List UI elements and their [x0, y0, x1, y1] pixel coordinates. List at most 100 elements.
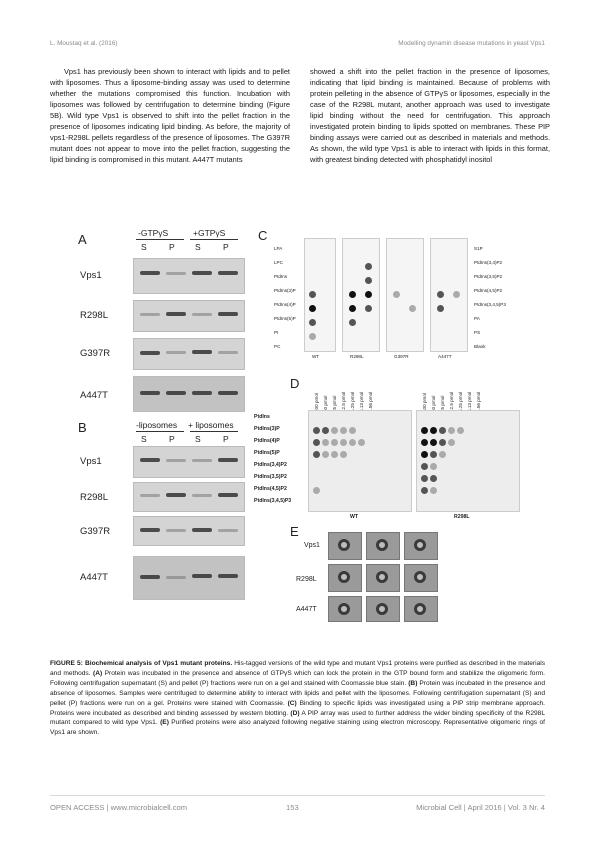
amount-label: 12.5 pmol	[341, 391, 346, 412]
array-label: R298L	[454, 514, 470, 520]
caption-e-label: (E)	[160, 719, 169, 727]
pip-strip-wt	[304, 238, 336, 352]
panel-b-row-label: G397R	[80, 526, 111, 537]
pip-strip-a447t	[430, 238, 468, 352]
amount-label: 6.25 pmol	[350, 391, 355, 412]
amount-label: 1.56 pmol	[368, 391, 373, 412]
em-image	[366, 532, 400, 560]
panel-c-label: C	[258, 228, 268, 243]
amount-label: 1.56 pmol	[476, 391, 481, 412]
footer-journal: Microbial Cell | April 2016 | Vol. 3 Nr.…	[416, 803, 545, 812]
caption-d-text: A PIP array was used to further address …	[50, 709, 545, 727]
gel-blot	[133, 516, 245, 546]
divider	[190, 431, 238, 432]
lipid-label: PtdIns(3,4)P2	[474, 260, 503, 265]
body-column-right: showed a shift into the pellet fraction …	[310, 67, 550, 166]
lane-p: P	[223, 242, 229, 252]
pip-row-label: PtdIns(5)P	[254, 450, 280, 456]
em-image	[328, 532, 362, 560]
body-paragraph: showed a shift into the pellet fraction …	[310, 67, 550, 164]
lane-s: S	[195, 242, 201, 252]
lipid-label: PI	[274, 330, 279, 335]
gel-blot	[133, 338, 245, 370]
lipid-label: LPC	[274, 260, 283, 265]
gel-blot	[133, 556, 245, 600]
lane-s: S	[141, 434, 147, 444]
divider	[190, 239, 238, 240]
pip-strip-g397r	[386, 238, 424, 352]
caption-b-text: Protein was incubated in the presence an…	[50, 679, 545, 707]
panel-b-group1: -liposomes	[136, 420, 178, 430]
lipid-label: S1P	[474, 246, 483, 251]
lane-s: S	[141, 242, 147, 252]
gel-blot	[133, 376, 245, 412]
lipid-label: PS	[474, 330, 481, 335]
caption-c-label: (C)	[287, 699, 297, 707]
running-header-authors: L. Moustaq et al. (2016)	[50, 40, 118, 47]
lane-p: P	[169, 242, 175, 252]
caption-c-text: Binding to specific lipids was investiga…	[50, 699, 545, 717]
panel-a-row-label: R298L	[80, 310, 108, 321]
pip-row-label: PtdIns(3,4,5)P3	[254, 498, 292, 504]
panel-b-label: B	[78, 420, 87, 435]
pip-row-label: PtdIns(3)P	[254, 426, 280, 432]
em-row-label: A447T	[296, 606, 317, 613]
body-column-left: Vps1 has previously been shown to intera…	[50, 67, 290, 166]
amount-label: 3.13 pmol	[359, 391, 364, 412]
panel-b-row-label: R298L	[80, 492, 108, 503]
lipid-label: PtdIns(5)P	[274, 316, 296, 321]
divider	[136, 431, 184, 432]
lipid-label: PtdIns(3)P	[274, 288, 296, 293]
panel-a-row-label: Vps1	[80, 270, 102, 281]
lipid-label: PtdIns(4,5)P2	[474, 288, 503, 293]
panel-a-label: A	[78, 232, 87, 247]
page-number: 153	[286, 803, 299, 812]
strip-label: A447T	[438, 354, 452, 359]
lipid-label: LPA	[274, 246, 283, 251]
running-header-title: Modelling dynamin disease mutations in y…	[398, 40, 545, 47]
gel-blot	[133, 482, 245, 512]
strip-label: R298L	[350, 354, 364, 359]
lipid-label: PtdIns(4)P	[274, 302, 296, 307]
caption-b-label: (B)	[408, 679, 418, 687]
panel-a-row-label: A447T	[80, 390, 108, 401]
figure-caption: FIGURE 5: Biochemical analysis of Vps1 m…	[50, 659, 545, 738]
em-image	[366, 596, 400, 622]
pip-row-label: PtdIns(4)P	[254, 438, 280, 444]
panel-d-label: D	[290, 376, 300, 391]
em-row-label: R298L	[296, 576, 317, 583]
footer-rule	[50, 795, 545, 796]
body-paragraph: Vps1 has previously been shown to intera…	[50, 67, 290, 164]
caption-d-label: (D)	[290, 709, 300, 717]
panel-b-group2: + liposomes	[188, 420, 234, 430]
journal-site-link[interactable]: | www.microbialcell.com	[106, 803, 188, 812]
caption-text: His-tagged versions of the wild type and…	[50, 660, 545, 677]
amount-label: 3.13 pmol	[467, 391, 472, 412]
pip-row-label: PtdIns	[254, 414, 270, 420]
lipid-label: PC	[274, 344, 281, 349]
panel-a-group1: -GTPγS	[138, 228, 169, 238]
lipid-label: PtdIns(3,5)P2	[474, 274, 503, 279]
caption-a-text: Protein was incubated in the presence an…	[50, 669, 545, 687]
pip-strip-r298l	[342, 238, 380, 352]
amount-label: 12.5 pmol	[449, 391, 454, 412]
em-image	[404, 596, 438, 622]
em-image	[366, 564, 400, 592]
lane-s: S	[195, 434, 201, 444]
gel-blot	[133, 258, 245, 294]
pip-row-label: PtdIns(3,4)P2	[254, 462, 287, 468]
open-access-label: OPEN ACCESS	[50, 803, 105, 812]
lipid-label: PtdIns(3,4,5)P3	[474, 302, 506, 307]
em-image	[328, 596, 362, 622]
caption-a-label: (A)	[93, 669, 103, 677]
em-row-label: Vps1	[304, 542, 320, 549]
panel-a-row-label: G397R	[80, 348, 111, 359]
panel-b-row-label: A447T	[80, 572, 108, 583]
em-image	[404, 532, 438, 560]
amount-label: 6.25 pmol	[458, 391, 463, 412]
gel-blot	[133, 300, 245, 332]
divider	[136, 239, 184, 240]
caption-title: FIGURE 5: Biochemical analysis of Vps1 m…	[50, 660, 233, 667]
pip-array-wt	[308, 410, 412, 512]
footer-left: OPEN ACCESS | www.microbialcell.com	[50, 803, 187, 812]
